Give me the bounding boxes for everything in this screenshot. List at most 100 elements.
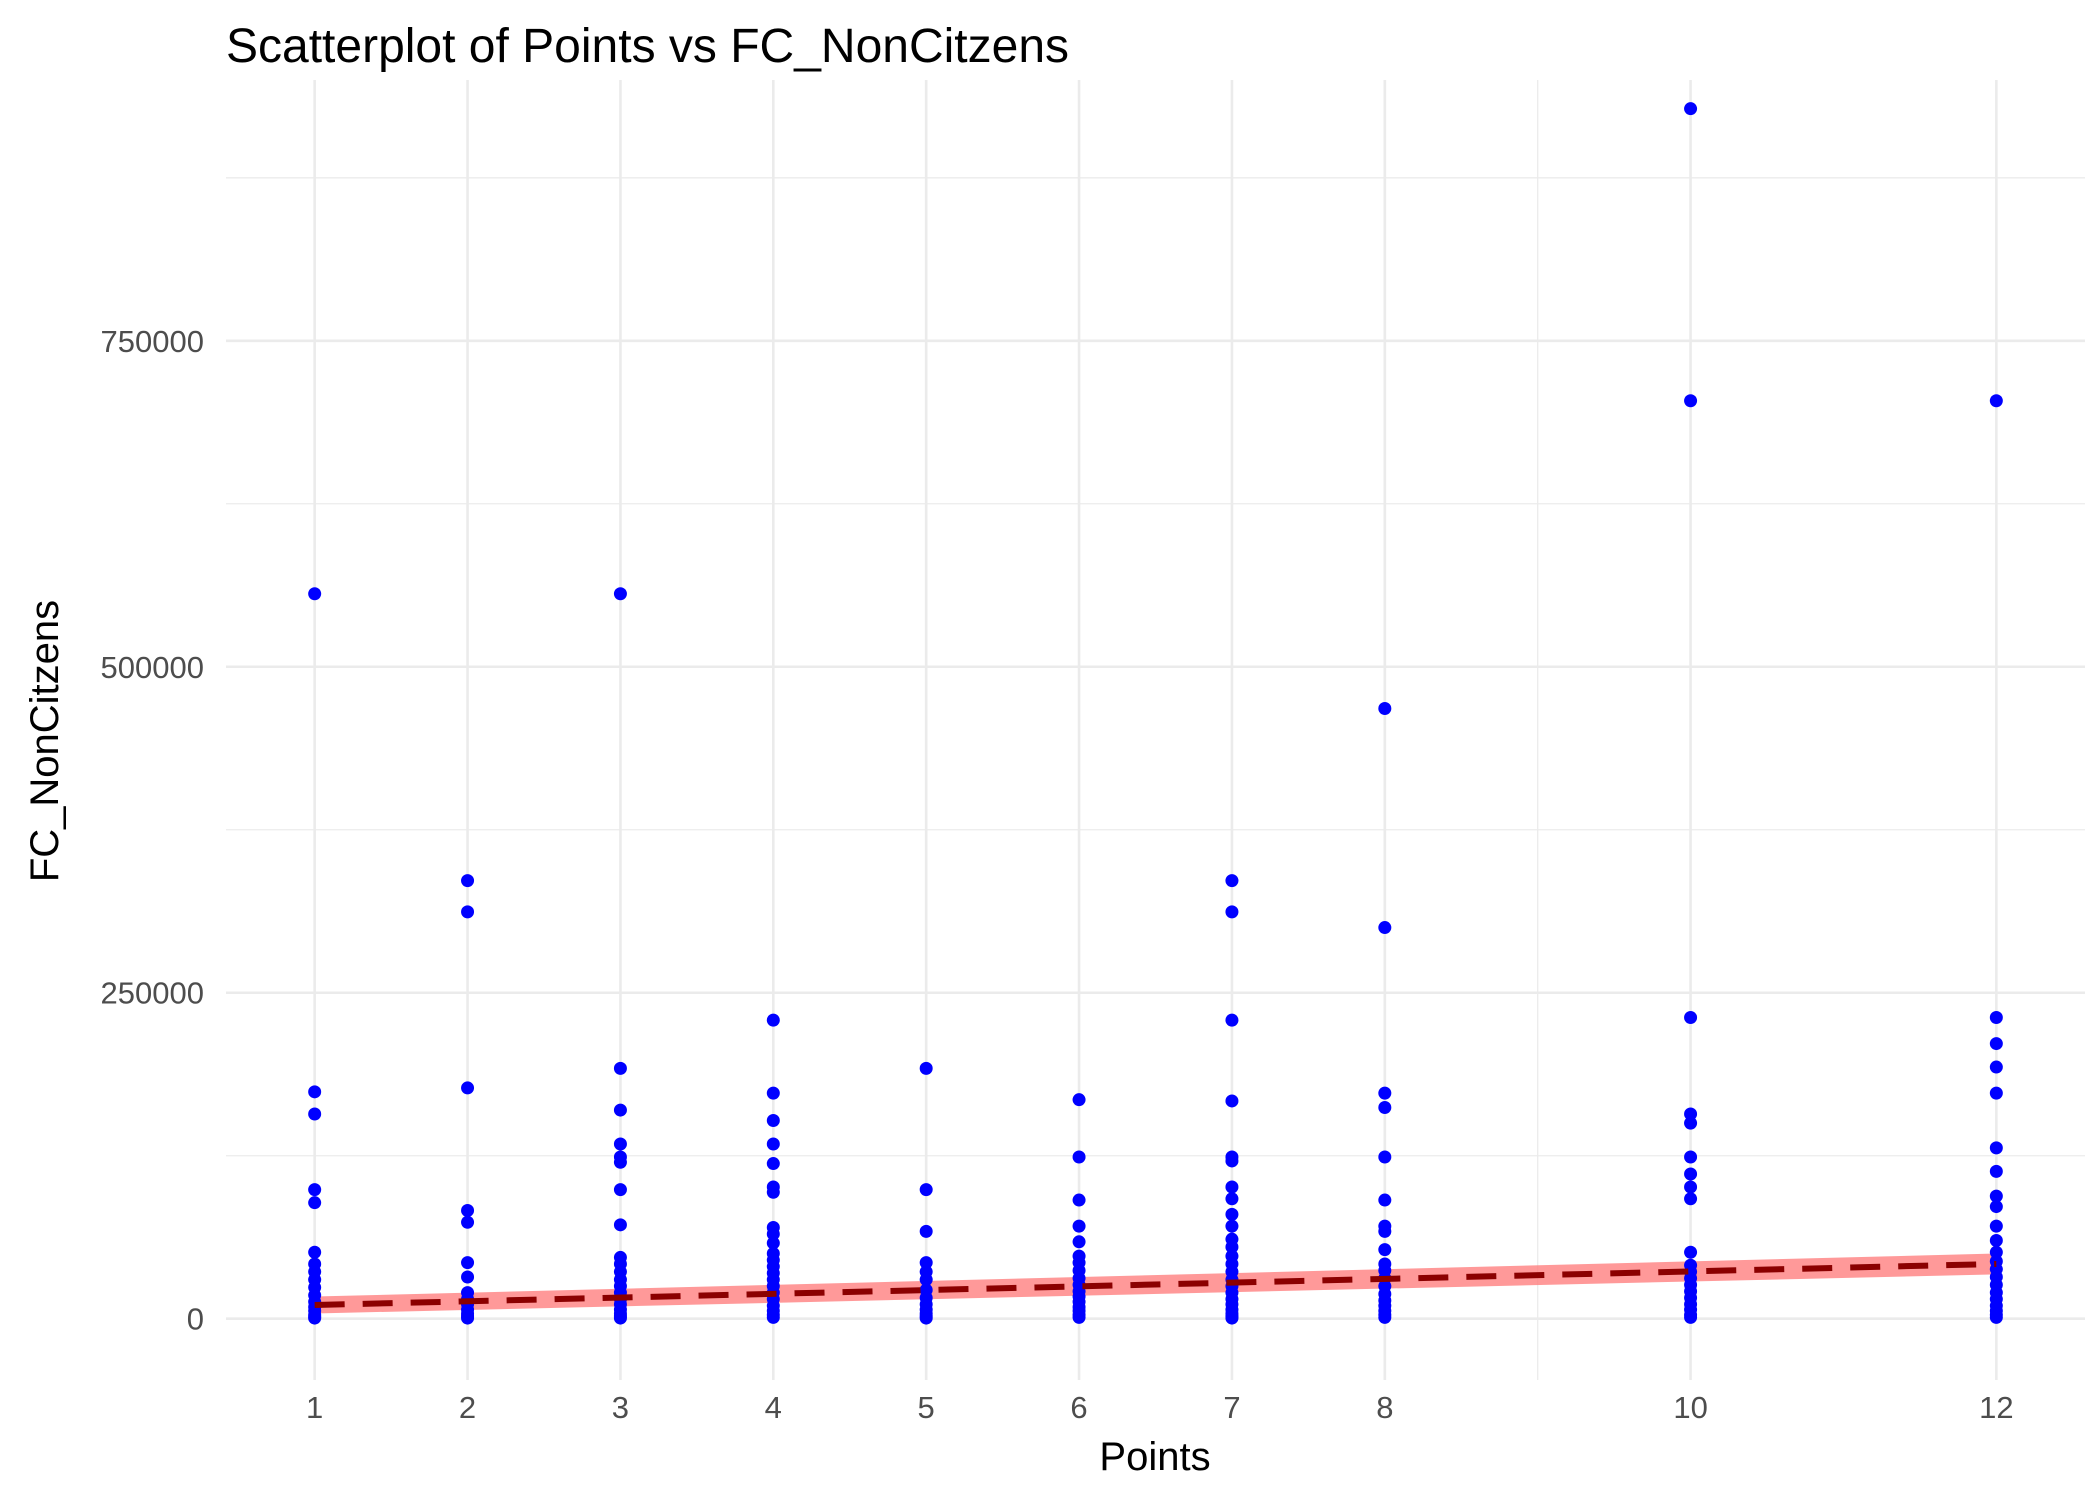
data-point (461, 1081, 475, 1095)
x-tick-label: 4 (765, 1390, 782, 1425)
chart-title: Scatterplot of Points vs FC_NonCitzens (226, 20, 1069, 73)
data-point (1684, 1107, 1698, 1121)
data-point (461, 1203, 475, 1217)
data-point (766, 1013, 780, 1027)
x-tick-label: 12 (1979, 1390, 2013, 1425)
data-point (308, 1245, 322, 1259)
data-point (766, 1227, 780, 1241)
data-point (1989, 1037, 2003, 1051)
data-point (1072, 1310, 1086, 1324)
x-tick-label: 10 (1673, 1390, 1707, 1425)
data-point (1684, 1167, 1698, 1181)
data-point (1072, 1150, 1086, 1164)
data-point (1989, 1189, 2003, 1203)
data-point (461, 874, 475, 888)
data-point (919, 1311, 933, 1325)
data-point (919, 1224, 933, 1238)
data-point (613, 1183, 627, 1197)
data-point (613, 1061, 627, 1075)
x-tick-label: 1 (306, 1390, 323, 1425)
data-point (308, 1107, 322, 1121)
data-point (919, 1183, 933, 1197)
y-axis-label: FC_NonCitzens (23, 600, 67, 882)
x-tick-label: 2 (459, 1390, 476, 1425)
data-point (766, 1157, 780, 1171)
data-point (1225, 1192, 1239, 1206)
data-point (1684, 1150, 1698, 1164)
y-tick-label: 500000 (101, 650, 204, 685)
data-point (1072, 1219, 1086, 1233)
data-point (1684, 102, 1698, 116)
data-point (1684, 1116, 1698, 1130)
data-point (1072, 1093, 1086, 1107)
data-point (613, 1155, 627, 1169)
data-point (1072, 1193, 1086, 1207)
data-point (1378, 1086, 1392, 1100)
data-point (1378, 701, 1392, 715)
data-point (1684, 1192, 1698, 1206)
x-tick-label: 7 (1223, 1390, 1240, 1425)
data-point (1225, 874, 1239, 888)
x-tick-label: 5 (918, 1390, 935, 1425)
data-point (461, 1215, 475, 1229)
data-point (766, 1137, 780, 1151)
data-point (461, 1311, 475, 1325)
data-point (919, 1256, 933, 1270)
y-tick-label: 250000 (101, 976, 204, 1011)
data-point (1989, 394, 2003, 408)
data-point (1989, 1200, 2003, 1214)
data-point (461, 905, 475, 919)
x-tick-label: 3 (612, 1390, 629, 1425)
data-point (1225, 1094, 1239, 1108)
data-point (613, 587, 627, 601)
y-tick-label: 750000 (101, 324, 204, 359)
data-point (1225, 1180, 1239, 1194)
data-point (1378, 1193, 1392, 1207)
data-point (613, 1137, 627, 1151)
x-axis-label: Points (1099, 1435, 1210, 1479)
data-point (1989, 1233, 2003, 1247)
data-point (1225, 1013, 1239, 1027)
data-point (308, 1311, 322, 1325)
data-point (1989, 1141, 2003, 1155)
data-point (1989, 1011, 2003, 1025)
y-tick-label: 0 (187, 1302, 204, 1337)
data-point (613, 1218, 627, 1232)
data-point (308, 1183, 322, 1197)
data-point (1989, 1086, 2003, 1100)
data-point (1378, 1310, 1392, 1324)
grid-lines (226, 80, 2085, 1380)
data-point (1378, 921, 1392, 935)
data-point (1225, 1240, 1239, 1254)
data-point (1684, 1310, 1698, 1324)
data-point (1378, 1224, 1392, 1238)
data-point (919, 1061, 933, 1075)
data-point (766, 1310, 780, 1324)
data-point (613, 1311, 627, 1325)
data-point (1684, 1011, 1698, 1025)
data-point (1225, 1207, 1239, 1221)
data-point (1378, 1150, 1392, 1164)
data-point (1989, 1164, 2003, 1178)
data-point (613, 1103, 627, 1117)
trend-line-group (314, 1260, 1997, 1309)
data-point (1072, 1235, 1086, 1249)
data-point (1378, 1100, 1392, 1114)
data-point (308, 1196, 322, 1210)
data-point (1225, 1219, 1239, 1233)
data-point (1225, 1154, 1239, 1168)
data-point (1684, 1180, 1698, 1194)
y-tick-labels: 0 250000 500000 750000 (101, 324, 204, 1337)
x-tick-label: 6 (1070, 1390, 1087, 1425)
data-point (1989, 1060, 2003, 1074)
x-tick-labels: 1 2 3 4 5 6 7 8 10 12 (306, 1390, 2014, 1425)
data-point (766, 1185, 780, 1199)
data-point (308, 587, 322, 601)
x-tick-label: 8 (1376, 1390, 1393, 1425)
data-point (766, 1086, 780, 1100)
data-point (766, 1114, 780, 1128)
data-point (1684, 1245, 1698, 1259)
data-point (308, 1085, 322, 1099)
trend-line (314, 1260, 1997, 1309)
